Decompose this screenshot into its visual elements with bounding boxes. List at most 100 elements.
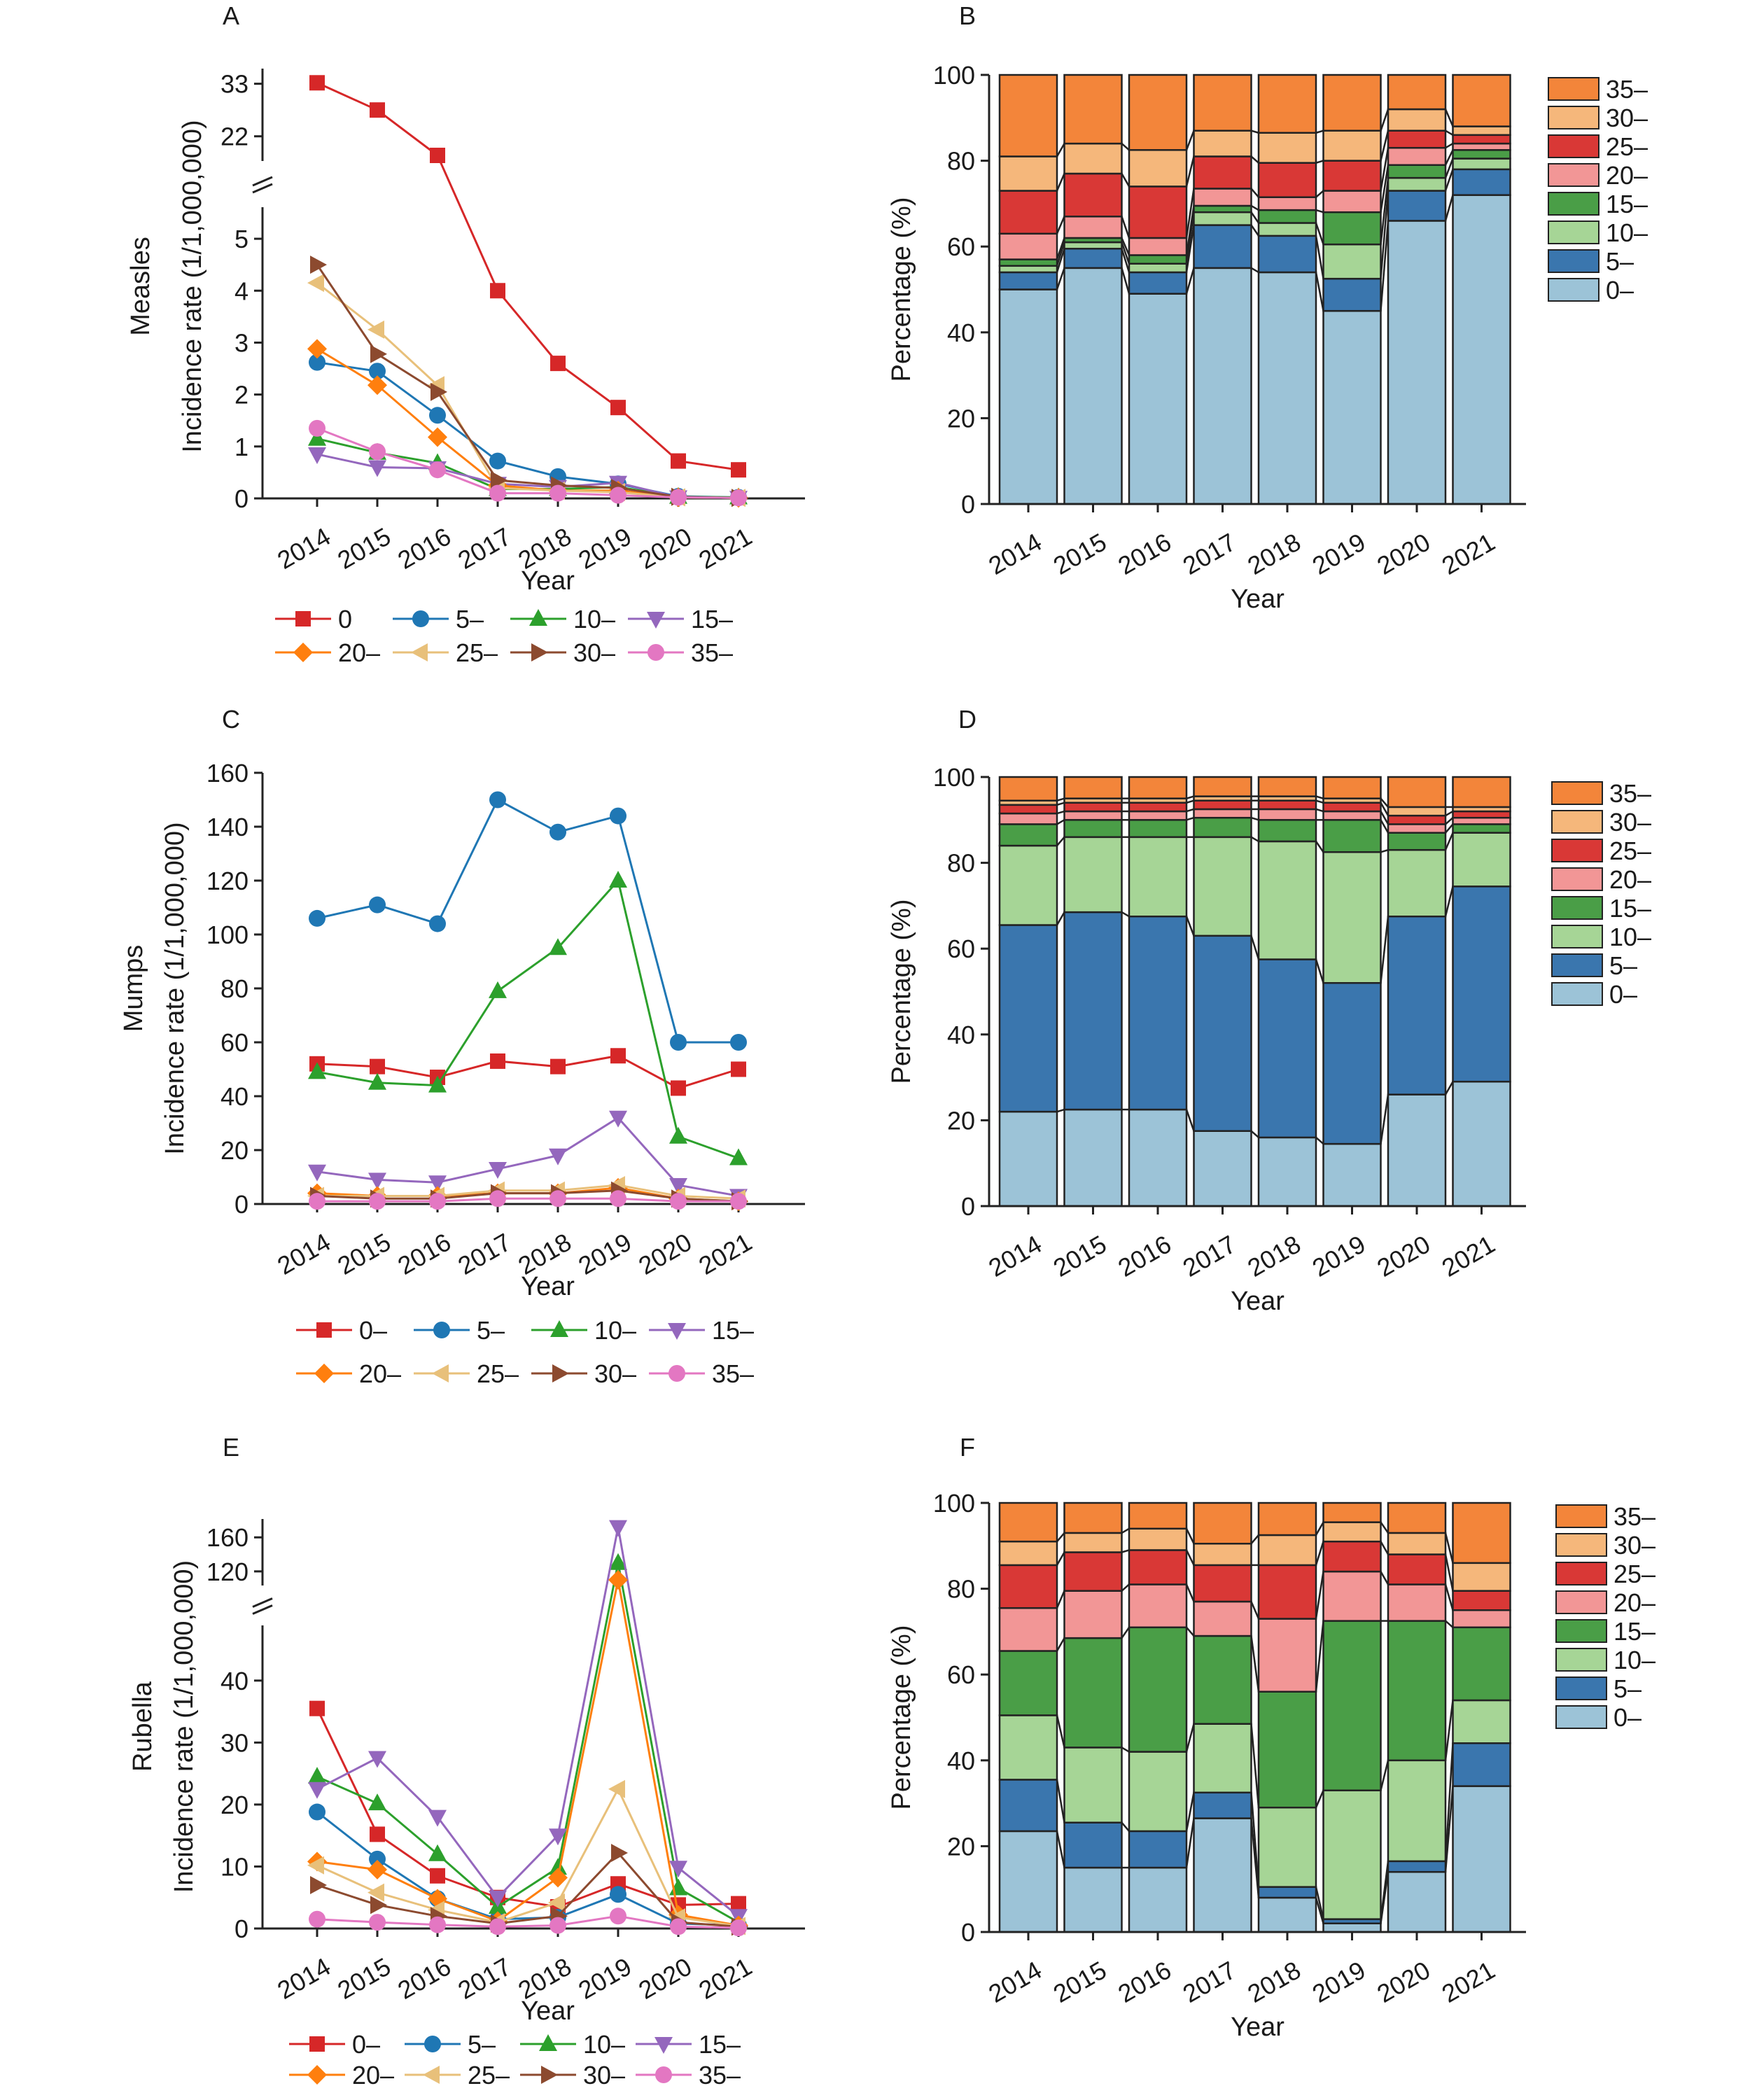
bar-segment: [1128, 1108, 1188, 1208]
legend-label: 0: [338, 605, 352, 634]
data-point: [368, 1859, 387, 1879]
series-line: [316, 81, 739, 471]
connector-line: [1185, 267, 1195, 294]
legend-swatch: [1555, 1619, 1607, 1643]
legend-label: 0–: [1606, 276, 1634, 304]
data-point: [309, 75, 325, 91]
bar-segment: [1193, 188, 1252, 207]
connector-line: [1185, 188, 1195, 239]
bar-segment: [1257, 840, 1317, 960]
bar-segment: [1128, 262, 1188, 274]
legend-label: 10–: [573, 605, 615, 634]
connector-line: [1250, 155, 1259, 164]
panel-label: C: [222, 705, 240, 734]
legend-label: 20–: [359, 1359, 401, 1388]
x-tick-label: 2014: [983, 1955, 1046, 2008]
bar-segment: [1257, 132, 1317, 164]
series-35–: [309, 1907, 747, 1937]
bar-segment: [1193, 267, 1252, 505]
bar-segment: [1387, 848, 1447, 918]
legend-label: 0–: [359, 1316, 387, 1345]
legend-label: 15–: [1614, 1617, 1656, 1646]
data-point: [369, 363, 386, 380]
legend-swatch: [1551, 839, 1603, 862]
data-point: [489, 981, 507, 998]
legend-marker: [309, 2036, 325, 2052]
data-point: [610, 1048, 626, 1064]
legend-swatch: [1551, 925, 1603, 948]
bar-segment: [1063, 1746, 1123, 1823]
data-point: [307, 274, 324, 293]
connector-line: [1380, 811, 1390, 825]
connector-line: [1380, 1861, 1390, 1919]
data-point: [430, 148, 445, 163]
x-tick-label: 2015: [1049, 527, 1112, 580]
bar-segment: [998, 1714, 1058, 1781]
y-axis-title: Incidence rate (1/1,000,000): [178, 120, 207, 452]
legend-label: 15–: [712, 1316, 754, 1345]
series-line: [316, 264, 739, 499]
bar-segment: [1387, 146, 1447, 166]
x-axis-title: Year: [521, 566, 575, 596]
bar-segment: [1193, 1542, 1252, 1567]
bar-segment: [998, 1564, 1058, 1609]
connector-line: [1121, 143, 1130, 151]
legend-label: 30–: [583, 2061, 625, 2086]
bar-segment: [1193, 1600, 1252, 1637]
bar-segment: [1257, 958, 1317, 1139]
bar-segment: [1063, 142, 1123, 175]
legend-swatch: [1555, 1648, 1607, 1672]
bar-segment: [1128, 1502, 1188, 1530]
bar-segment: [1452, 1609, 1511, 1629]
y-axis-title: Percentage (%): [887, 1625, 916, 1809]
connector-line: [1250, 224, 1260, 237]
series-10–: [998, 158, 1511, 280]
x-tick-label: 2014: [272, 1952, 335, 2005]
legend-label: 5–: [468, 2030, 496, 2059]
bar-segment: [1193, 808, 1252, 819]
connector-line: [1185, 1792, 1195, 1832]
legend-label: 10–: [583, 2030, 625, 2059]
data-point: [550, 1058, 566, 1074]
bar-segment: [1128, 1527, 1188, 1551]
legend-label: 30–: [1609, 808, 1651, 836]
data-point: [731, 1061, 746, 1077]
connector-line: [1315, 799, 1324, 804]
bar-segment: [1257, 1618, 1317, 1693]
series-35–: [998, 776, 1511, 808]
connector-line: [1185, 1583, 1195, 1602]
bar-segment: [1257, 1896, 1317, 1933]
legend-marker: [412, 610, 429, 627]
data-point: [731, 462, 746, 478]
legend-label: 15–: [1606, 190, 1648, 218]
y-axis-disease-label: Measles: [126, 237, 155, 336]
legend-swatch: [1551, 867, 1603, 891]
bar-segment: [1452, 1626, 1511, 1702]
bar-segment: [1452, 1502, 1511, 1564]
bar-segment: [1322, 810, 1382, 821]
data-point: [669, 1126, 687, 1144]
connector-line: [1444, 1081, 1454, 1096]
bar-segment: [1452, 886, 1511, 1083]
connector-line: [1121, 911, 1130, 918]
data-point: [307, 339, 327, 359]
x-tick-label: 2019: [573, 1952, 636, 2005]
bar-segment: [1387, 130, 1447, 149]
y-tick-label: 80: [947, 849, 975, 878]
connector-line: [1315, 1897, 1324, 1924]
bar-segment: [1257, 819, 1317, 843]
y-tick-label: 60: [947, 232, 975, 261]
data-point: [309, 354, 326, 371]
bar-segment: [998, 74, 1058, 158]
legend: 0– 5– 10– 15– 20– 25– 30– 35–: [296, 1316, 754, 1388]
bar-segment: [1193, 130, 1252, 158]
series-10–: [308, 871, 748, 1166]
bar-segment: [1063, 819, 1123, 839]
legend-swatch: [1555, 1705, 1607, 1729]
bar-segment: [1128, 819, 1188, 839]
series-35–: [998, 74, 1511, 158]
legend-marker: [550, 1320, 568, 1337]
data-point: [610, 1190, 626, 1208]
data-point: [368, 320, 384, 339]
connector-line: [1315, 1620, 1324, 1692]
